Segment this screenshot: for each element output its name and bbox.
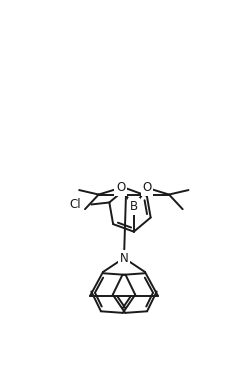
Text: Cl: Cl	[70, 198, 81, 211]
Text: O: O	[116, 181, 125, 194]
Text: N: N	[120, 251, 128, 264]
Text: B: B	[130, 200, 138, 213]
Text: O: O	[142, 181, 152, 194]
